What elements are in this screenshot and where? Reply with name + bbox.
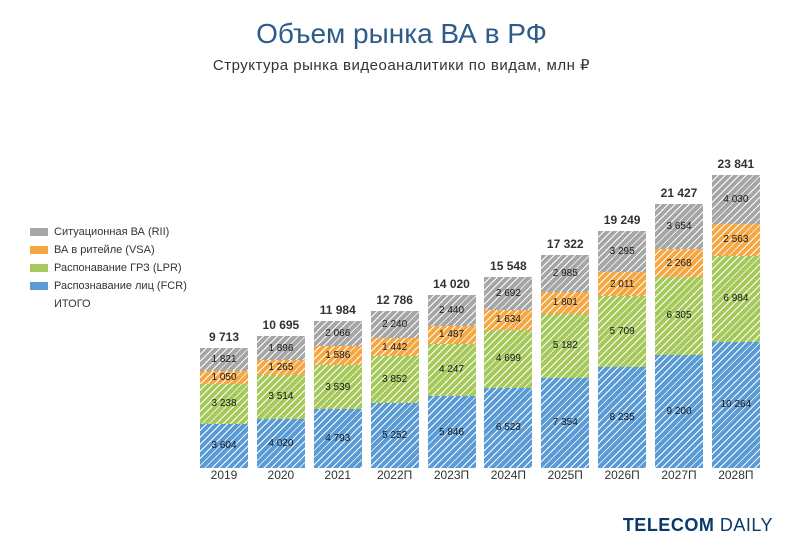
x-axis-label: 2020 xyxy=(257,468,305,482)
x-axis-label: 2026П xyxy=(598,468,646,482)
bar-segment-lpr: 3 514 xyxy=(257,375,305,418)
bar-segment-rii: 3 654 xyxy=(655,204,703,249)
bar-segment-fcr: 4 793 xyxy=(314,409,362,468)
bar-segment-fcr: 9 200 xyxy=(655,355,703,468)
bar-segment-vsa: 1 801 xyxy=(541,292,589,314)
bar-segment-lpr: 3 238 xyxy=(200,384,248,424)
bar-segment-fcr: 5 846 xyxy=(428,396,476,468)
bar-segment-lpr: 3 539 xyxy=(314,365,362,409)
legend-swatch-rii xyxy=(30,228,48,236)
bar-column: 19 249 3 2952 0115 7098 235 xyxy=(598,213,646,468)
x-axis-label: 2023П xyxy=(428,468,476,482)
brand-logo: TELECOM DAILY xyxy=(623,515,773,534)
x-axis-label: 2021 xyxy=(314,468,362,482)
bar-column: 21 427 3 6542 2686 3059 200 xyxy=(655,186,703,468)
legend-item-vsa: ВА в ритейле (VSA) xyxy=(30,244,187,256)
bar-segment-vsa: 1 050 xyxy=(200,371,248,384)
bar-segment-rii: 2 692 xyxy=(484,277,532,310)
bar-column: 10 695 1 8961 2653 5144 020 xyxy=(257,318,305,468)
bar-segment-fcr: 7 354 xyxy=(541,378,589,469)
legend-item-total: ИТОГО xyxy=(30,298,187,310)
bar-column: 14 020 2 4401 4874 2475 846 xyxy=(428,277,476,468)
brand-part1: TELECOM xyxy=(623,515,715,534)
bar-segment-fcr: 5 252 xyxy=(371,403,419,468)
bar-segment-vsa: 1 265 xyxy=(257,360,305,376)
x-axis-label: 2027П xyxy=(655,468,703,482)
legend-label-total: ИТОГО xyxy=(54,298,91,310)
x-axis: 2019 2020 2021 2022П 2023П 2024П 2025П 2026П 202… xyxy=(200,468,760,482)
bar-column: 9 713 1 8211 0503 2383 604 xyxy=(200,330,248,468)
legend-label-rii: Ситуационная ВА (RII) xyxy=(54,226,169,238)
bar-segment-rii: 1 821 xyxy=(200,348,248,370)
bar-segment-vsa: 1 634 xyxy=(484,310,532,330)
bar-segment-rii: 2 066 xyxy=(314,321,362,346)
bar-segment-vsa: 2 011 xyxy=(598,272,646,297)
bar-segment-lpr: 5 709 xyxy=(598,296,646,366)
legend-label-vsa: ВА в ритейле (VSA) xyxy=(54,244,155,256)
bar-total-label: 10 695 xyxy=(263,318,300,332)
bar-segment-rii: 3 295 xyxy=(598,231,646,272)
legend-swatch-fcr xyxy=(30,282,48,290)
bar-total-label: 21 427 xyxy=(661,186,698,200)
bar-segment-fcr: 8 235 xyxy=(598,367,646,468)
legend-item-lpr: Распонавание ГРЗ (LPR) xyxy=(30,262,187,274)
bar-column: 17 322 2 9851 8015 1827 354 xyxy=(541,237,589,468)
bar-segment-rii: 4 030 xyxy=(712,175,760,225)
bar-column: 11 984 2 0661 5863 5394 793 xyxy=(314,303,362,468)
bar-segment-lpr: 6 305 xyxy=(655,277,703,355)
bars-container: 9 713 1 8211 0503 2383 604 10 695 1 8961 26… xyxy=(200,148,760,468)
bar-column: 23 841 4 0302 5636 98410 264 xyxy=(712,157,760,468)
legend-item-rii: Ситуационная ВА (RII) xyxy=(30,226,187,238)
legend-swatch-vsa xyxy=(30,246,48,254)
legend: Ситуационная ВА (RII) ВА в ритейле (VSA)… xyxy=(30,226,187,316)
bar-segment-fcr: 10 264 xyxy=(712,342,760,468)
bar-column: 12 786 2 2401 4423 8525 252 xyxy=(371,293,419,468)
bar-segment-rii: 1 896 xyxy=(257,336,305,359)
x-axis-label: 2022П xyxy=(371,468,419,482)
bar-total-label: 23 841 xyxy=(718,157,755,171)
bar-segment-rii: 2 440 xyxy=(428,295,476,325)
bar-segment-vsa: 1 586 xyxy=(314,346,362,366)
brand-part2: DAILY xyxy=(714,515,773,534)
bar-segment-lpr: 4 247 xyxy=(428,344,476,396)
x-axis-label: 2025П xyxy=(541,468,589,482)
bar-segment-fcr: 6 523 xyxy=(484,388,532,468)
chart-subtitle: Структура рынка видеоаналитики по видам,… xyxy=(0,56,803,74)
bar-segment-rii: 2 240 xyxy=(371,311,419,339)
x-axis-label: 2019 xyxy=(200,468,248,482)
bar-total-label: 14 020 xyxy=(433,277,470,291)
legend-label-lpr: Распонавание ГРЗ (LPR) xyxy=(54,262,182,274)
bar-segment-rii: 2 985 xyxy=(541,255,589,292)
bar-segment-lpr: 4 699 xyxy=(484,330,532,388)
bar-total-label: 17 322 xyxy=(547,237,584,251)
bar-segment-vsa: 1 442 xyxy=(371,338,419,356)
bar-segment-vsa: 1 487 xyxy=(428,326,476,344)
bar-total-label: 19 249 xyxy=(604,213,641,227)
x-axis-label: 2024П xyxy=(484,468,532,482)
x-axis-label: 2028П xyxy=(712,468,760,482)
bar-segment-fcr: 4 020 xyxy=(257,419,305,468)
chart-title: Объем рынка ВА в РФ xyxy=(0,18,803,50)
chart-plot: 9 713 1 8211 0503 2383 604 10 695 1 8961 26… xyxy=(200,128,760,468)
bar-segment-lpr: 3 852 xyxy=(371,356,419,403)
bar-total-label: 12 786 xyxy=(376,293,413,307)
bar-segment-vsa: 2 563 xyxy=(712,224,760,256)
legend-item-fcr: Распознавание лиц (FCR) xyxy=(30,280,187,292)
legend-swatch-lpr xyxy=(30,264,48,272)
bar-segment-lpr: 6 984 xyxy=(712,256,760,342)
bar-total-label: 9 713 xyxy=(209,330,239,344)
bar-total-label: 15 548 xyxy=(490,259,527,273)
bar-segment-vsa: 2 268 xyxy=(655,249,703,277)
legend-label-fcr: Распознавание лиц (FCR) xyxy=(54,280,187,292)
bar-segment-fcr: 3 604 xyxy=(200,424,248,468)
bar-total-label: 11 984 xyxy=(320,303,356,317)
bar-column: 15 548 2 6921 6344 6996 523 xyxy=(484,259,532,468)
bar-segment-lpr: 5 182 xyxy=(541,314,589,378)
